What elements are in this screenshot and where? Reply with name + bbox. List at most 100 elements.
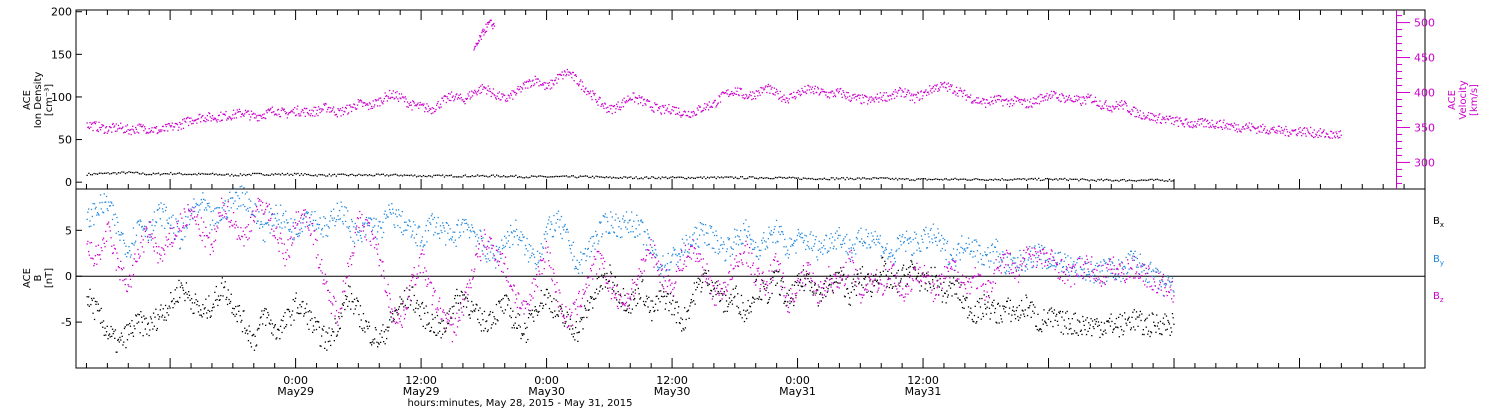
by-point [938, 240, 940, 242]
velocity-point [222, 113, 224, 115]
velocity-point [864, 94, 866, 97]
bx-point [518, 324, 520, 326]
velocity-point [920, 91, 922, 93]
by-point [389, 211, 391, 214]
velocity-point [625, 102, 627, 104]
bx-point [586, 316, 588, 319]
bx-point [649, 310, 651, 312]
bx-point [1111, 320, 1113, 323]
bx-point [231, 312, 233, 314]
density-point [299, 174, 301, 177]
bx-point [599, 286, 601, 288]
velocity-point [1079, 103, 1082, 105]
velocity-point [302, 109, 304, 112]
density-point [715, 177, 717, 180]
velocity-point [1219, 119, 1221, 122]
velocity-point [612, 105, 614, 107]
by-point [789, 237, 791, 239]
by-point [223, 203, 226, 205]
bx-point [524, 327, 527, 330]
by-point [327, 225, 329, 228]
bx-point [1037, 313, 1039, 315]
bx-point [439, 322, 442, 324]
velocity-point [482, 88, 484, 90]
velocity-point [287, 114, 289, 116]
velocity-point [1089, 95, 1091, 97]
by-point [927, 233, 929, 235]
density-point [816, 178, 818, 181]
density-point [356, 174, 358, 176]
bx-point [610, 273, 613, 275]
velocity-point [942, 86, 944, 88]
velocity-point [1268, 130, 1271, 132]
by-point [430, 215, 433, 217]
velocity-point [918, 99, 920, 101]
bx-point [1001, 321, 1003, 323]
density-point [844, 179, 846, 181]
velocity-point [476, 94, 478, 96]
velocity-point [174, 122, 176, 125]
velocity-point [1185, 118, 1187, 120]
bx-point [667, 293, 669, 295]
by-point [404, 229, 406, 231]
velocity-point [1078, 98, 1080, 100]
velocity-point [1014, 95, 1016, 98]
density-point [211, 172, 214, 174]
velocity-point [1333, 135, 1336, 137]
velocity-point [563, 70, 566, 72]
density-point [1097, 178, 1099, 181]
bx-point [1081, 333, 1083, 336]
by-point [878, 238, 880, 240]
velocity-point [870, 96, 873, 98]
density-point [272, 174, 275, 176]
bx-point [830, 284, 832, 286]
by-point [105, 195, 108, 198]
velocity-point [207, 119, 209, 122]
velocity-point [990, 96, 992, 98]
by-point [477, 237, 480, 239]
by-point [832, 247, 834, 250]
density-point [944, 178, 946, 180]
velocity-point [640, 102, 642, 104]
by-point [309, 221, 312, 223]
by-point [869, 247, 871, 249]
by-point [888, 252, 890, 255]
bx-point [1121, 315, 1123, 317]
velocity-point [946, 83, 948, 85]
bx-point [255, 345, 257, 347]
bx-point [128, 333, 130, 336]
velocity-point [597, 104, 599, 106]
velocity-point [265, 117, 267, 120]
velocity-point [1159, 113, 1161, 115]
bx-point [110, 325, 112, 328]
velocity-point [709, 106, 711, 108]
density-point [924, 178, 927, 180]
by-point [887, 258, 889, 260]
bx-point [374, 338, 376, 340]
bx-point [619, 294, 622, 296]
velocity-point [832, 95, 834, 98]
density-point [649, 177, 651, 179]
velocity-point [1172, 117, 1174, 119]
velocity-point [355, 108, 357, 110]
bx-point [301, 301, 303, 303]
by-point [860, 227, 862, 229]
bx-point [1053, 312, 1055, 314]
bx-point [241, 319, 243, 322]
velocity-point [752, 98, 754, 100]
bx-point [767, 301, 769, 303]
velocity-point [502, 93, 504, 95]
velocity-point [1242, 126, 1244, 128]
bx-point [981, 297, 983, 300]
density-point [673, 177, 676, 179]
by-point [764, 248, 766, 250]
bx-point [179, 296, 181, 299]
bx-point [886, 285, 888, 288]
bx-point [589, 296, 592, 298]
velocity-point [1322, 130, 1324, 133]
by-point [541, 253, 543, 255]
by-point [675, 263, 678, 266]
density-point [163, 173, 165, 175]
velocity-point [333, 106, 335, 108]
